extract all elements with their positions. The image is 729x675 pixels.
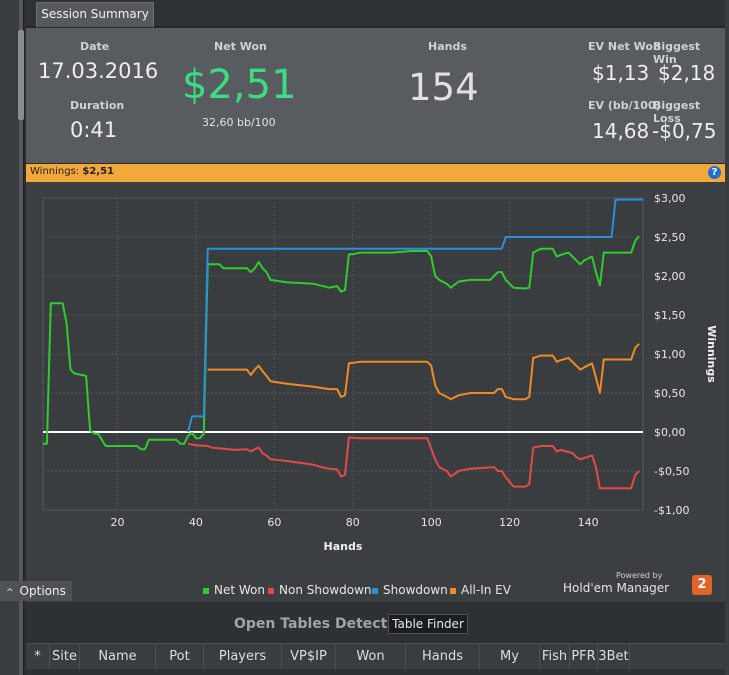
- open-tables-title: Open Tables Detected: [234, 616, 407, 632]
- col-my-vpsip[interactable]: My VP$IP: [480, 644, 540, 670]
- legend-non-showdown-label: Non Showdown: [279, 583, 372, 597]
- tab-bar: Session Summary: [26, 0, 725, 27]
- right-border: [725, 0, 729, 675]
- date-value: 17.03.2016: [38, 59, 159, 83]
- series-line-all-in-ev: [207, 343, 640, 401]
- hm2-logo-icon: 2: [692, 575, 712, 595]
- y-tick-label: $0,50: [654, 387, 686, 400]
- winnings-banner: Winnings: $2,51 ?: [26, 164, 725, 182]
- help-icon[interactable]: ?: [708, 166, 721, 179]
- winnings-text: Winnings: $2,51: [30, 166, 114, 177]
- left-scrollbar[interactable]: [0, 0, 24, 675]
- options-label: Options: [19, 584, 66, 598]
- y-tick-label: $1,50: [654, 309, 686, 322]
- y-tick-label: -$0,50: [654, 465, 689, 478]
- legend-net-won: Net Won: [203, 583, 265, 597]
- winnings-chart-panel: $3,00 $2,50 $2,00 $1,50 $1,00 $0,50 $0,00 -$0,5…: [26, 182, 725, 602]
- legend-showdown-label: Showdown: [383, 583, 448, 597]
- y-tick-label: $3,00: [654, 192, 686, 205]
- ev-bb100-value: 14,68: [592, 119, 650, 143]
- net-won-value: $2,51: [182, 62, 297, 108]
- col-vpsip[interactable]: VP$IP: [282, 644, 336, 670]
- options-button[interactable]: ^ Options: [0, 581, 72, 601]
- col-pot[interactable]: Pot: [156, 644, 204, 670]
- scroll-thumb[interactable]: [18, 30, 24, 120]
- legend-swatch-non-showdown: [268, 587, 274, 594]
- legend-net-won-label: Net Won: [214, 583, 265, 597]
- duration-value: 0:41: [70, 118, 118, 142]
- date-label: Date: [80, 40, 110, 53]
- brand-name: Hold'em Manager: [563, 581, 670, 595]
- duration-label: Duration: [70, 99, 125, 112]
- winnings-chart: $3,00 $2,50 $2,00 $1,50 $1,00 $0,50 $0,00 -$0,5…: [42, 192, 718, 553]
- x-tick-label: 20: [111, 516, 125, 529]
- biggest-win-value: $2,18: [658, 61, 716, 85]
- ev-bb100-label: EV (bb/100): [588, 99, 661, 112]
- powered-by-text: Powered by: [616, 571, 663, 580]
- bb-per-100-value: 32,60 bb/100: [202, 116, 276, 129]
- legend-swatch-showdown: [372, 587, 378, 594]
- hands-label: Hands: [428, 40, 467, 53]
- col-fish[interactable]: Fish: [540, 644, 570, 670]
- summary-panel: Date 17.03.2016 Duration 0:41 Net Won $2…: [26, 28, 725, 163]
- col-pfr[interactable]: PFR: [570, 644, 598, 670]
- x-tick-label: 60: [267, 516, 281, 529]
- legend-all-in-ev: All-In EV: [450, 583, 511, 597]
- legend-all-in-ev-label: All-In EV: [461, 583, 511, 597]
- x-tick-label: 140: [578, 516, 599, 529]
- legend-non-showdown: Non Showdown: [268, 583, 372, 597]
- col-star[interactable]: *: [26, 644, 50, 670]
- biggest-win-label: Biggest Win: [653, 40, 701, 66]
- x-axis-label: Hands: [324, 540, 363, 553]
- series-line-non-showdown: [187, 436, 640, 490]
- hands-value: 154: [408, 66, 479, 109]
- ev-net-won-value: $1,13: [592, 61, 650, 85]
- open-tables-header: * Site Name Pot Players VP$IP Won Hands …: [26, 643, 725, 670]
- y-tick-label: $2,50: [654, 231, 686, 244]
- x-tick-label: 120: [499, 516, 520, 529]
- y-axis-label: Winnings: [705, 325, 718, 383]
- col-players[interactable]: Players: [204, 644, 282, 670]
- series-line-net-won: [43, 235, 640, 451]
- winnings-value: $2,51: [82, 166, 114, 177]
- y-tick-label: $2,00: [654, 270, 686, 283]
- scroll-track[interactable]: [19, 0, 23, 675]
- x-tick-label: 80: [346, 516, 360, 529]
- net-won-label: Net Won: [214, 40, 267, 53]
- winnings-label: Winnings:: [30, 166, 80, 177]
- ev-net-won-label: EV Net Won: [588, 40, 661, 53]
- col-hands[interactable]: Hands: [406, 644, 480, 670]
- legend-swatch-all-in-ev: [450, 587, 456, 594]
- legend-showdown: Showdown: [372, 583, 448, 597]
- x-tick-label: 100: [421, 516, 442, 529]
- biggest-loss-label: Biggest Loss: [653, 99, 701, 125]
- x-tick-label: 40: [189, 516, 203, 529]
- biggest-loss-value: -$0,75: [652, 119, 717, 143]
- legend-swatch-net-won: [203, 587, 209, 594]
- y-tick-label: -$1,00: [654, 504, 689, 517]
- table-finder-button[interactable]: Table Finder: [388, 614, 468, 634]
- col-won[interactable]: Won: [336, 644, 406, 670]
- col-name[interactable]: Name: [80, 644, 156, 670]
- y-tick-label: $0,00: [654, 426, 686, 439]
- y-tick-label: $1,00: [654, 348, 686, 361]
- tab-session-summary[interactable]: Session Summary: [36, 2, 154, 27]
- col-site[interactable]: Site: [50, 644, 80, 670]
- chevron-up-icon: ^: [6, 588, 14, 598]
- col-3bet[interactable]: 3Bet: [598, 644, 630, 670]
- series-line-showdown: [187, 198, 643, 433]
